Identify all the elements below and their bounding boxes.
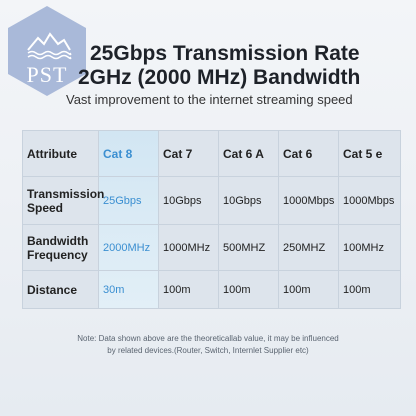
page-title-line2: 2GHz (2000 MHz) Bandwidth (78, 66, 361, 89)
cell-value: 250MHZ (278, 224, 339, 271)
cell-value: 1000Mbps (338, 176, 401, 225)
table-row: Distance 30m 100m 100m 100m 100m (22, 270, 401, 309)
cell-value: 1000MHz (158, 224, 219, 271)
cell-value: 100MHz (338, 224, 401, 271)
cell-value: 30m (98, 270, 159, 309)
header-cat7: Cat 7 (158, 130, 219, 177)
page-title-line1: 25Gbps Transmission Rate (90, 42, 360, 65)
footnote-line2: by related devices.(Router, Switch, Inte… (107, 346, 309, 355)
header-cat5e: Cat 5 e (338, 130, 401, 177)
cell-value: 100m (338, 270, 401, 309)
cell-value: 25Gbps (98, 176, 159, 225)
row-label-bandwidth-frequency: Bandwidth Frequency (22, 224, 99, 271)
header-cat6a: Cat 6 A (218, 130, 279, 177)
cell-value: 10Gbps (218, 176, 279, 225)
row-label-transmission-speed: Transmission Speed (22, 176, 104, 225)
table-row: Transmission Speed 25Gbps 10Gbps 10Gbps … (22, 176, 401, 225)
footnote-line1: Note: Data shown above are the theoretic… (77, 334, 339, 343)
cell-value: 100m (158, 270, 219, 309)
table-row: Bandwidth Frequency 2000MHz 1000MHz 500M… (22, 224, 401, 271)
header-cat6: Cat 6 (278, 130, 339, 177)
header-cat8: Cat 8 (98, 130, 159, 177)
cell-value: 100m (278, 270, 339, 309)
cell-value: 1000Mbps (278, 176, 339, 225)
cell-value: 2000MHz (98, 224, 159, 271)
comparison-table: Attribute Cat 8 Cat 7 Cat 6 A Cat 6 Cat … (22, 130, 401, 309)
page-subtitle: Vast improvement to the internet streami… (66, 92, 353, 107)
comparison-grid: Attribute Cat 8 Cat 7 Cat 6 A Cat 6 Cat … (22, 130, 401, 309)
brand-logo: PST (6, 4, 88, 98)
cell-value: 500MHZ (218, 224, 279, 271)
row-label-distance: Distance (22, 270, 99, 309)
header-attribute: Attribute (22, 130, 99, 177)
table-header-row: Attribute Cat 8 Cat 7 Cat 6 A Cat 6 Cat … (22, 130, 401, 177)
logo-text: PST (26, 62, 68, 87)
cell-value: 100m (218, 270, 279, 309)
logo-hexagon-mountain-icon (8, 6, 86, 96)
cell-value: 10Gbps (158, 176, 219, 225)
